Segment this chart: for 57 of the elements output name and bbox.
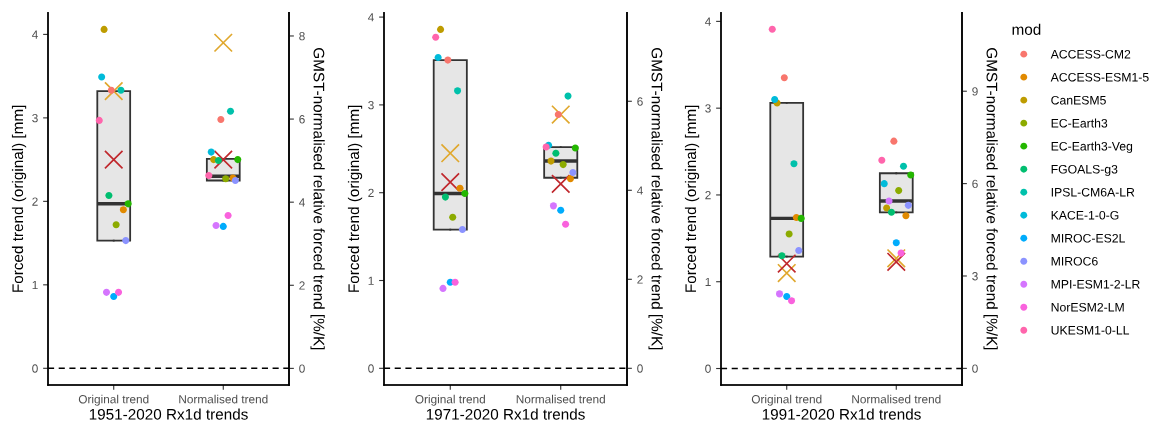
y2-axis-title: GMST-normalised relative forced trend [%/K] <box>310 48 325 350</box>
y-tick-label: 2 <box>32 197 38 206</box>
legend-label: UKESM1-0-LL <box>1051 325 1130 335</box>
x-axis-title: 1991-2020 Rx1d trends <box>762 408 921 420</box>
y2-tick-label: 8 <box>299 32 305 41</box>
y-tick-label: 1 <box>32 280 38 290</box>
y2-axis-title: GMST-normalised relative forced trend [%/K] <box>983 48 998 350</box>
y2-tick-label: 6 <box>972 179 978 188</box>
legend-label: KACE-1-0-G <box>1051 210 1119 220</box>
legend-label: MPI-ESM1-2-LR <box>1051 279 1140 289</box>
y-tick-label: 0 <box>32 364 38 373</box>
y-tick-label: 3 <box>705 104 711 113</box>
x-tick-label: Original trend <box>415 394 485 406</box>
y-tick-label: 2 <box>368 188 374 197</box>
x-tick-label: Original trend <box>751 394 822 406</box>
y2-tick-label: 3 <box>972 272 978 281</box>
y2-axis-title: GMST-normalised relative forced trend [%/K] <box>648 48 663 350</box>
legend-label: MIROC6 <box>1051 256 1098 266</box>
y-axis-title: Forced trend (original) [mm] <box>11 105 27 292</box>
legend-label: ACCESS-CM2 <box>1050 49 1131 59</box>
y-tick-label: 2 <box>705 190 711 200</box>
y-axis-title: Forced trend (original) [mm] <box>684 105 700 292</box>
x-tick-label: Normalised trend <box>516 394 605 404</box>
y2-tick-label: 2 <box>637 275 643 284</box>
y2-tick-label: 2 <box>299 281 305 290</box>
y2-tick-label: 6 <box>299 115 305 124</box>
x-tick-label: Original trend <box>78 394 149 406</box>
y-tick-label: 3 <box>368 100 374 110</box>
y2-tick-label: 0 <box>637 364 643 373</box>
x-tick-label: Normalised trend <box>852 394 941 404</box>
y-tick-label: 4 <box>31 30 38 39</box>
legend-title: mod <box>1012 23 1041 35</box>
y-tick-label: 0 <box>705 364 711 373</box>
y-tick-label: 3 <box>32 113 38 123</box>
legend-label: FGOALS-g3 <box>1051 164 1118 176</box>
y-tick-label: 1 <box>368 276 374 285</box>
legend-label: EC-Earth3 <box>1051 118 1108 128</box>
y-tick-label: 1 <box>705 277 711 287</box>
y-tick-label: 4 <box>704 17 711 26</box>
x-axis-title: 1951-2020 Rx1d trends <box>89 408 248 420</box>
legend-label: ACCESS-ESM1-5 <box>1050 72 1149 82</box>
y2-tick-label: 9 <box>972 87 978 96</box>
x-axis-title: 1971-2020 Rx1d trends <box>426 408 585 420</box>
legend-label: NorESM2-LM <box>1051 302 1124 312</box>
y2-tick-label: 4 <box>298 198 305 207</box>
legend-label: IPSL-CM6A-LR <box>1051 187 1135 197</box>
y-axis-title: Forced trend (original) [mm] <box>347 105 363 292</box>
legend-label: CanESM5 <box>1051 95 1106 105</box>
y-tick-label: 4 <box>367 13 374 22</box>
y2-tick-label: 4 <box>636 186 643 195</box>
y2-tick-label: 0 <box>299 364 305 373</box>
x-tick-label: Normalised trend <box>179 394 268 404</box>
y2-tick-label: 6 <box>637 97 643 106</box>
legend-label: MIROC-ES2L <box>1051 233 1125 243</box>
y2-tick-label: 0 <box>972 364 978 373</box>
legend-label: EC-Earth3-Veg <box>1051 141 1133 153</box>
y-tick-label: 0 <box>368 364 374 373</box>
